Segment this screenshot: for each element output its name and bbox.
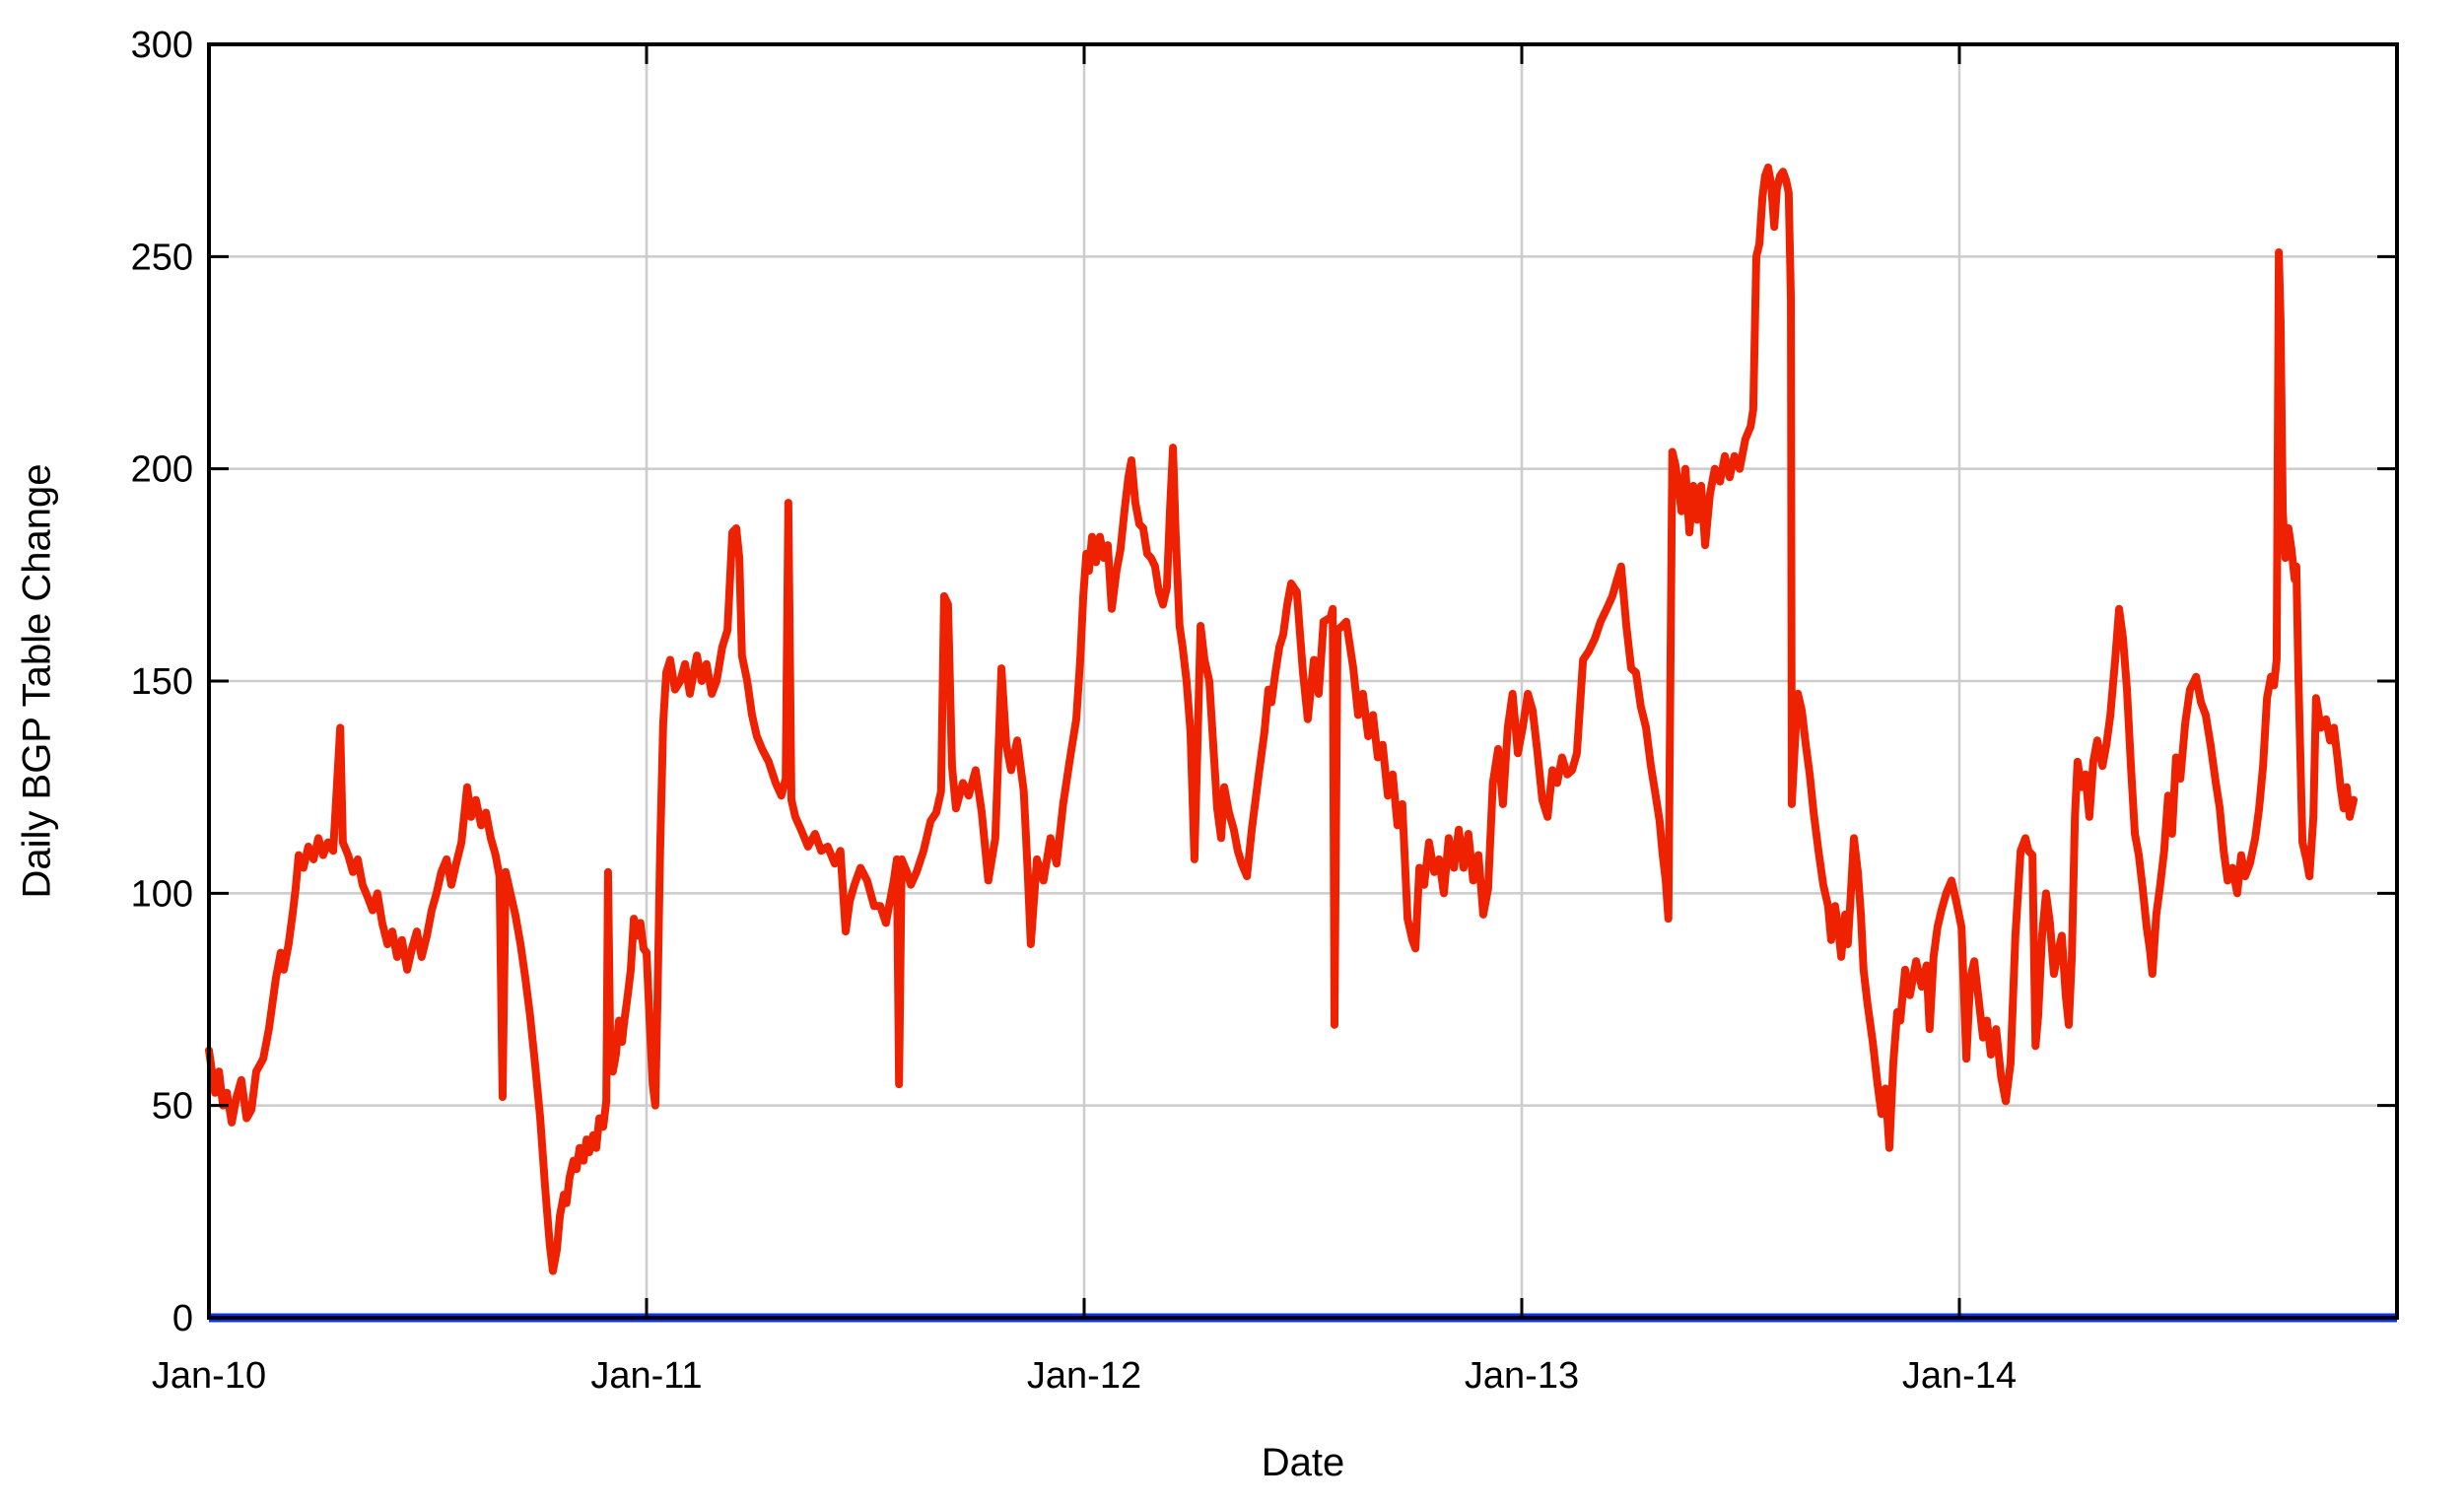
y-axis-title: Daily BGP Table Change	[15, 463, 59, 899]
y-tick-label-300: 300	[131, 25, 193, 66]
x-tick-label-Jan-11: Jan-11	[590, 1355, 702, 1397]
y-tick-label-100: 100	[131, 873, 193, 915]
x-tick-label-Jan-10: Jan-10	[152, 1355, 266, 1397]
y-tick-label-0: 0	[172, 1298, 193, 1339]
y-tick-label-50: 50	[152, 1086, 193, 1128]
x-tick-label-Jan-13: Jan-13	[1465, 1355, 1579, 1397]
x-axis-title: Date	[1261, 1441, 1345, 1484]
y-tick-label-250: 250	[131, 237, 193, 278]
x-tick-label-Jan-14: Jan-14	[1902, 1355, 2017, 1397]
y-tick-label-200: 200	[131, 449, 193, 491]
x-tick-label-Jan-12: Jan-12	[1027, 1355, 1141, 1397]
y-tick-label-150: 150	[131, 661, 193, 703]
daily-bgp-series-line	[205, 163, 2359, 1275]
